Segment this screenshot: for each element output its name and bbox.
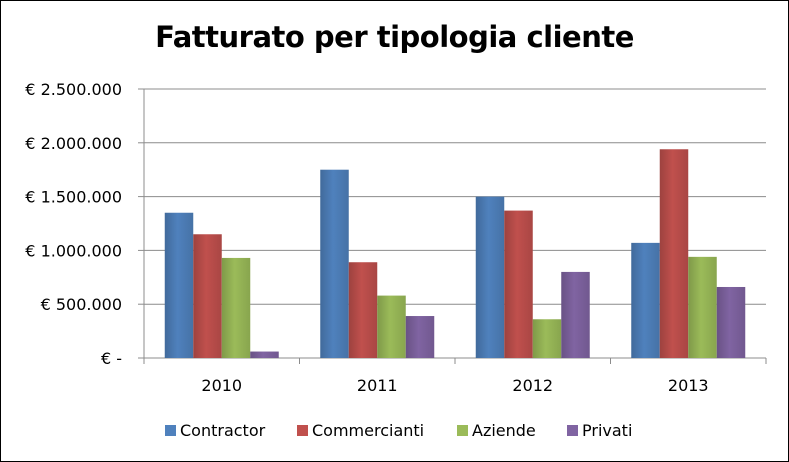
bar-commercianti-2010	[193, 234, 222, 358]
x-tick-label: 2012	[512, 376, 553, 395]
legend-label-privati: Privati	[582, 421, 633, 440]
y-tick-label: € 500.000	[41, 295, 122, 314]
bar-commercianti-2012	[504, 210, 533, 358]
x-tick-label: 2013	[668, 376, 709, 395]
bar-commercianti-2011	[348, 262, 378, 358]
bar-privati-2012	[561, 271, 590, 358]
legend-swatch-contractor	[165, 425, 176, 436]
bar-privati-2013	[716, 286, 746, 358]
x-tick-label: 2010	[201, 376, 242, 395]
bar-contractor-2010	[164, 212, 194, 358]
bar-contractor-2011	[320, 169, 349, 358]
bar-aziende-2011	[377, 295, 406, 358]
bar-privati-2010	[250, 351, 279, 358]
legend-label-contractor: Contractor	[180, 421, 266, 440]
bar-aziende-2010	[221, 257, 251, 358]
x-tick-label: 2011	[357, 376, 398, 395]
bar-aziende-2012	[532, 319, 562, 358]
bar-commercianti-2013	[659, 149, 689, 358]
bar-aziende-2013	[688, 256, 717, 358]
bar-privati-2011	[405, 316, 435, 358]
y-tick-label: € 2.000.000	[25, 134, 122, 153]
y-tick-label: € -	[101, 349, 122, 368]
legend-swatch-privati	[567, 425, 578, 436]
y-tick-label: € 2.500.000	[25, 80, 122, 99]
legend-swatch-aziende	[457, 425, 468, 436]
bar-contractor-2012	[475, 196, 505, 358]
bar-contractor-2013	[631, 242, 660, 358]
legend-swatch-commercianti	[297, 425, 308, 436]
legend-label-aziende: Aziende	[472, 421, 536, 440]
chart-title: Fatturato per tipologia cliente	[155, 20, 634, 54]
chart-legend: Contractor Commercianti Aziende Privati	[0, 419, 789, 443]
y-tick-label: € 1.500.000	[25, 188, 122, 207]
y-tick-label: € 1.000.000	[25, 241, 122, 260]
legend-label-commercianti: Commercianti	[312, 421, 425, 440]
